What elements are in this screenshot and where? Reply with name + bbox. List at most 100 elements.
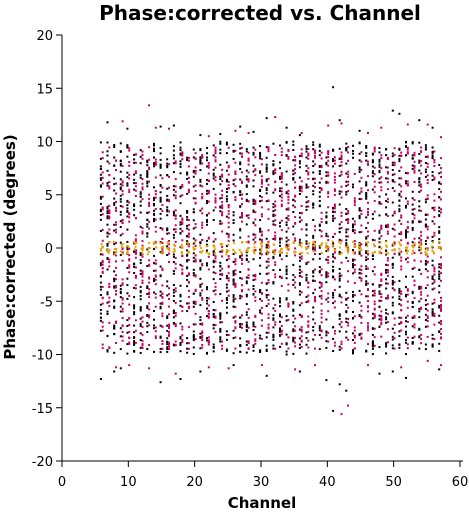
black-point [358, 231, 361, 234]
orange-point [126, 249, 129, 252]
black-point [325, 318, 328, 321]
magenta-point [274, 168, 277, 171]
black-point [133, 182, 136, 185]
magenta-point [340, 301, 343, 304]
black-point [166, 166, 169, 169]
black-point [206, 286, 208, 289]
black-point [411, 275, 414, 278]
magenta-point [373, 229, 376, 232]
black-point [405, 333, 407, 336]
black-point [424, 214, 427, 216]
black-point [179, 160, 182, 163]
black-point [431, 207, 434, 210]
magenta-point [141, 188, 144, 191]
magenta-point [227, 289, 230, 292]
magenta-point [433, 315, 436, 317]
magenta-point [386, 313, 389, 316]
black-point [172, 162, 175, 165]
orange-point [331, 240, 334, 243]
black-point [99, 309, 102, 311]
magenta-point [108, 261, 111, 264]
orange-point [205, 251, 208, 254]
black-point [265, 331, 268, 334]
magenta-point [148, 166, 151, 169]
magenta-point [274, 214, 277, 217]
black-point [225, 259, 228, 262]
magenta-point [221, 168, 224, 171]
orange-point [188, 251, 191, 254]
black-point [179, 304, 182, 307]
black-point [259, 290, 262, 293]
black-point [199, 241, 202, 244]
black-point [292, 314, 295, 317]
magenta-point [320, 283, 323, 286]
black-point [159, 184, 162, 186]
black-point [99, 202, 102, 205]
black-point [332, 302, 335, 305]
black-point [405, 145, 407, 148]
black-point [358, 168, 361, 171]
orange-point [192, 246, 195, 249]
black-point [225, 286, 228, 289]
magenta-point [134, 287, 137, 290]
black-point [358, 207, 361, 210]
black-point [285, 273, 288, 276]
magenta-point [148, 197, 151, 200]
black-point [438, 226, 441, 229]
magenta-point [340, 164, 343, 167]
magenta-point [380, 284, 383, 287]
black-point [232, 283, 235, 286]
black-point [219, 210, 222, 213]
black-point [225, 232, 228, 235]
magenta-point [207, 172, 210, 175]
black-point [146, 174, 149, 177]
black-point [345, 242, 348, 245]
magenta-point [148, 180, 151, 183]
black-point [192, 334, 195, 336]
orange-point [278, 251, 281, 254]
black-point [318, 295, 321, 298]
orange-point [153, 241, 156, 244]
black-point [239, 191, 242, 194]
black-point [219, 340, 222, 343]
black-point [126, 292, 129, 295]
magenta-point [227, 206, 230, 209]
orange-point [272, 243, 275, 246]
black-point [159, 305, 162, 308]
magenta-point [327, 152, 330, 154]
black-point [265, 336, 268, 339]
magenta-point [426, 213, 429, 216]
magenta-point [108, 181, 111, 183]
magenta-point [214, 149, 217, 151]
black-point [166, 350, 169, 353]
black-point [252, 164, 255, 167]
black-point [305, 276, 308, 279]
black-point [405, 258, 407, 261]
magenta-point [333, 306, 336, 309]
black-point [398, 279, 401, 282]
black-point [398, 169, 401, 172]
black-point [186, 254, 189, 257]
magenta-point [280, 181, 283, 184]
black-point [305, 150, 308, 153]
black-point [338, 345, 341, 348]
magenta-point [360, 337, 363, 340]
magenta-point [393, 252, 396, 255]
magenta-point [247, 276, 250, 279]
magenta-point [433, 312, 436, 315]
magenta-point [353, 315, 356, 318]
black-point [153, 262, 155, 265]
black-point [438, 330, 441, 333]
black-point [113, 229, 116, 232]
black-point [352, 293, 354, 296]
magenta-point [280, 203, 283, 206]
magenta-point [214, 156, 217, 159]
black-point [279, 301, 281, 304]
magenta-point [201, 322, 204, 325]
magenta-point [154, 326, 157, 329]
magenta-point [260, 163, 263, 166]
orange-point [155, 246, 158, 249]
black-point [305, 279, 308, 281]
magenta-point [406, 347, 409, 350]
magenta-point [320, 274, 323, 277]
